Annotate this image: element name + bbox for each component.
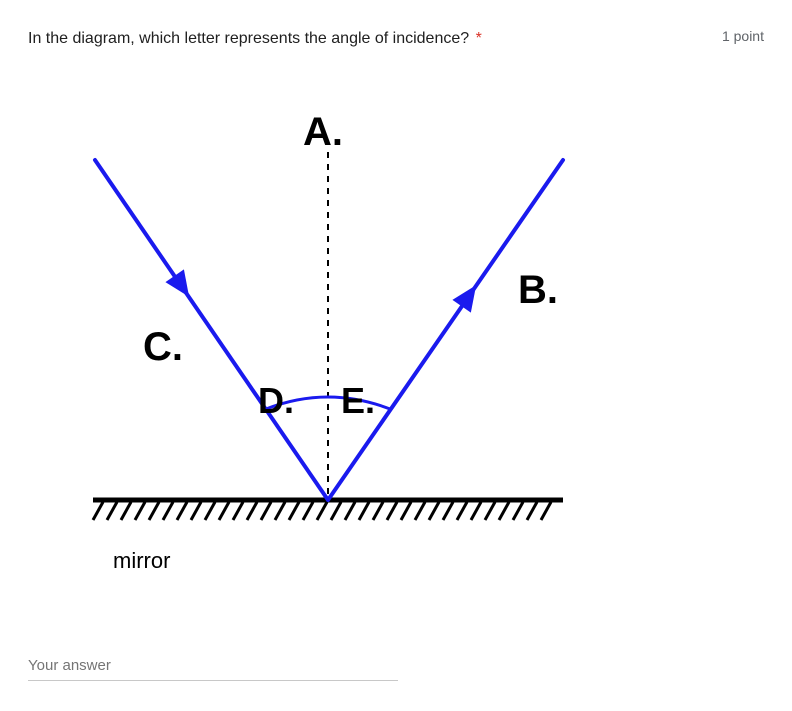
diagram-label-d: D.	[258, 380, 294, 422]
points-label: 1 point	[722, 28, 764, 44]
diagram-label-a: A.	[303, 110, 343, 155]
question-text-wrap: In the diagram, which letter represents …	[28, 28, 482, 50]
diagram-svg	[63, 100, 583, 580]
required-star: *	[476, 30, 482, 47]
diagram-label-b: B.	[518, 268, 558, 313]
answer-area	[28, 651, 398, 681]
diagram-label-e: E.	[341, 380, 375, 422]
question-text: In the diagram, which letter represents …	[28, 30, 469, 47]
diagram-label-c: C.	[143, 325, 183, 370]
question-header: In the diagram, which letter represents …	[28, 28, 764, 50]
reflection-diagram: A. B. C. D. E. mirror	[63, 100, 583, 580]
mirror-label: mirror	[113, 548, 170, 574]
question-card: In the diagram, which letter represents …	[0, 0, 792, 711]
answer-input[interactable]	[28, 651, 398, 681]
